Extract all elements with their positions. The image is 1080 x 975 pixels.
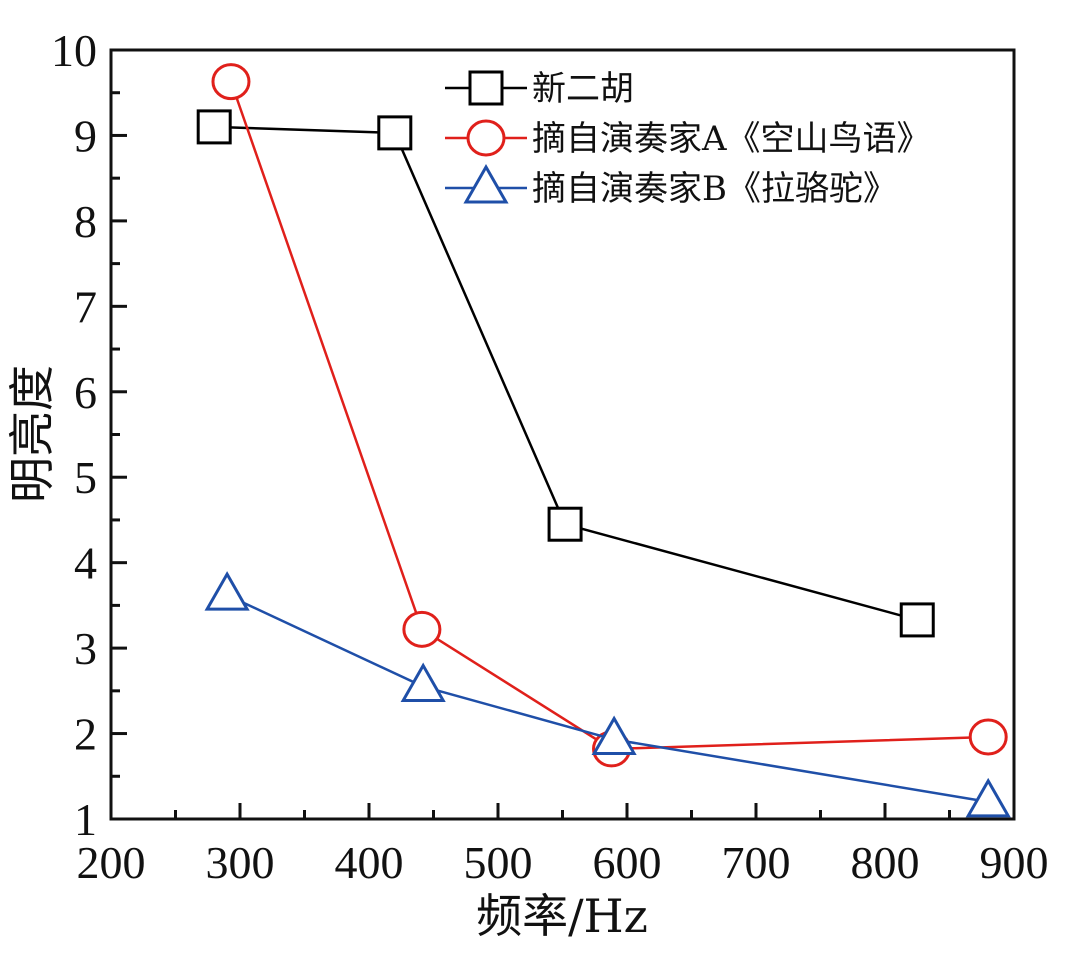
y-tick-label: 10 [51, 25, 97, 76]
legend-marker-square [468, 70, 504, 106]
data-point-square [899, 602, 935, 638]
series-1 [196, 109, 935, 638]
series-2 [211, 63, 1008, 768]
data-point-triangle [400, 662, 446, 703]
series-line [229, 81, 989, 751]
y-tick-label: 9 [74, 110, 97, 161]
x-tick-label: 700 [722, 837, 791, 888]
x-axis-ticks [109, 803, 1016, 819]
y-axis-title: 明亮度 [5, 365, 59, 503]
legend-entry: 摘自演奏家B《拉骆驼》 [445, 163, 897, 209]
y-tick-label: 2 [74, 709, 97, 760]
legend-entry: 新二胡 [445, 69, 634, 109]
legend-label: 新二胡 [532, 69, 634, 109]
series-3 [204, 571, 1011, 818]
plot-frame [109, 48, 1016, 821]
x-tick-label: 300 [206, 837, 275, 888]
x-axis-title: 频率/Hz [476, 889, 648, 943]
legend-marker-triangle [463, 163, 509, 204]
series-line [214, 125, 918, 622]
legend-label: 摘自演奏家A《空山鸟语》 [532, 119, 931, 159]
data-point-circle [968, 718, 1008, 756]
x-tick-label: 900 [980, 837, 1049, 888]
x-tick-label: 600 [593, 837, 662, 888]
data-point-triangle [204, 571, 250, 611]
x-tick-label: 800 [851, 837, 920, 888]
y-tick-label: 4 [74, 538, 97, 589]
y-tick-label: 6 [74, 367, 97, 418]
data-point-square [377, 115, 413, 151]
y-axis-ticks [111, 48, 127, 821]
data-point-circle [211, 63, 251, 101]
y-tick-label: 1 [74, 794, 97, 845]
data-point-triangle [965, 777, 1011, 818]
data-point-circle [402, 610, 442, 648]
x-tick-label: 200 [77, 837, 146, 888]
legend-entry: 摘自演奏家A《空山鸟语》 [445, 119, 931, 159]
data-point-square [196, 109, 232, 145]
y-tick-label: 3 [74, 623, 97, 674]
series-layer [196, 63, 1011, 818]
series-line [226, 594, 989, 804]
legend-marker-circle [466, 119, 506, 157]
y-tick-label: 5 [74, 452, 97, 503]
x-tick-label: 500 [464, 837, 533, 888]
legend-label: 摘自演奏家B《拉骆驼》 [532, 169, 897, 209]
y-tick-label: 8 [74, 196, 97, 247]
data-point-triangle [591, 715, 637, 756]
x-axis-tick-labels: 200 300 400 500 600 700 800 900 [77, 837, 1049, 888]
y-tick-label: 7 [74, 281, 97, 332]
y-axis-tick-labels: 1 2 3 4 5 6 7 8 9 10 [51, 25, 97, 845]
data-point-square [547, 506, 583, 542]
x-tick-label: 400 [335, 837, 404, 888]
